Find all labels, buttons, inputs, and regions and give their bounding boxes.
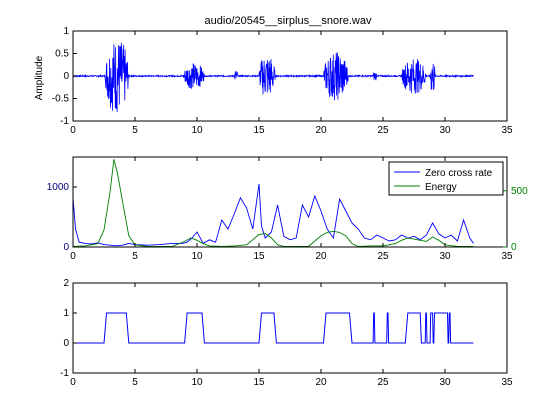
zcr-line	[72, 183, 474, 247]
y-tick-label: -0.5	[52, 94, 70, 105]
x-tick-label: 5	[132, 251, 138, 262]
legend-box	[388, 161, 504, 196]
x-tick-label: 25	[377, 125, 389, 136]
plot-detection	[73, 312, 474, 344]
x-tick-label: 20	[315, 125, 327, 136]
axis-ticks-amplitude: 0 5 10 15 20 25 30 35 -1 -0.5 0 0.5 1	[52, 26, 513, 136]
y-tick-label: 1000	[47, 182, 70, 193]
plot-frame-detection	[72, 282, 508, 374]
x-tick-label: 0	[70, 125, 76, 136]
y-tick-label: 0	[63, 71, 69, 82]
x-tick-label: 30	[439, 125, 451, 136]
y-tick-label-right: 500	[511, 186, 528, 197]
y-tick-label-right: 0	[511, 242, 517, 253]
waveform-line	[72, 42, 474, 113]
y-tick-label: -1	[60, 116, 69, 127]
y-tick-label: 0.5	[55, 49, 69, 60]
x-tick-label: 0	[70, 251, 76, 262]
x-tick-label: 15	[253, 251, 265, 262]
x-tick-label: 10	[191, 125, 203, 136]
x-tick-label: 0	[70, 377, 76, 388]
x-tick-label: 15	[253, 125, 265, 136]
x-tick-label: 10	[191, 251, 203, 262]
x-tick-label: 35	[501, 125, 513, 136]
legend-label-energy: Energy	[425, 182, 457, 193]
x-tick-label: 5	[132, 377, 138, 388]
x-tick-label: 20	[315, 251, 327, 262]
y-tick-label: 2	[63, 278, 69, 289]
energy-line	[72, 159, 474, 247]
x-tick-label: 35	[501, 377, 513, 388]
plot-frame-zcr-energy	[72, 156, 508, 248]
x-tick-label: 10	[191, 377, 203, 388]
y-tick-label: 0	[63, 338, 69, 349]
y-tick-label: -1	[60, 368, 69, 379]
x-tick-label: 35	[501, 251, 513, 262]
x-tick-label: 30	[439, 377, 451, 388]
x-tick-label: 25	[377, 251, 389, 262]
x-tick-label: 25	[377, 377, 389, 388]
legend-label-zcr: Zero cross rate	[425, 168, 493, 179]
x-tick-label: 30	[439, 251, 451, 262]
plot-amplitude	[72, 42, 474, 113]
y-tick-label: 1	[63, 26, 69, 37]
x-tick-label: 20	[315, 377, 327, 388]
x-tick-label: 5	[132, 125, 138, 136]
plot-zcr-energy	[72, 159, 474, 247]
y-tick-label: 1	[63, 308, 69, 319]
detection-line	[73, 312, 474, 344]
y-tick-label: 0	[63, 242, 69, 253]
chart-title: audio/20545__sirplus__snore.wav	[205, 15, 372, 27]
y-axis-label: Amplitude	[34, 55, 45, 100]
legend: Zero cross rate Energy	[388, 161, 504, 196]
x-tick-label: 15	[253, 377, 265, 388]
